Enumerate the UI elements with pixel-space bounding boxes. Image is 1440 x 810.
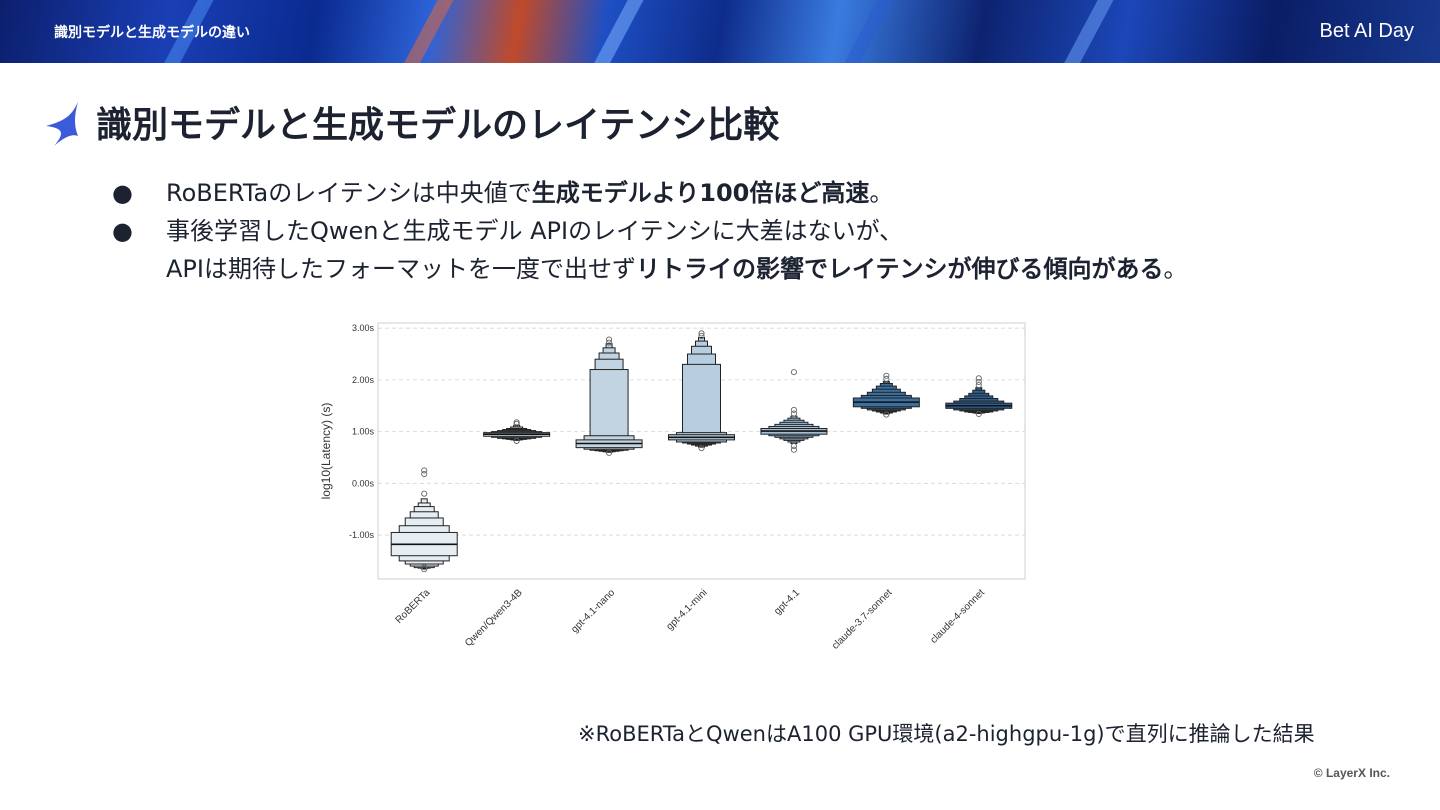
outlier-point (421, 490, 428, 497)
banner-streak (394, 0, 460, 63)
sparkle-star-icon (46, 102, 78, 146)
boxen-box (682, 363, 721, 444)
bullet-dot: ● (112, 179, 133, 207)
outlier-point (883, 372, 890, 379)
bullet-text: 。 (1163, 255, 1188, 283)
footnote: ※RoBERTaとQwenはA100 GPU環境(a2-highgpu-1g)で… (578, 722, 1315, 746)
x-tick-label: gpt-4.1-nano (569, 587, 617, 635)
outlier-point (421, 566, 428, 573)
bullet-text: APIは期待したフォーマットを一度で出せず (166, 255, 636, 283)
bullet-emphasis: リトライの影響でレイテンシが伸びる傾向がある (635, 255, 1164, 283)
x-tick-label: claude-3.7-sonnet (830, 587, 895, 652)
latency-boxen-chart: 3.00s 2.00s 1.00s 0.00s -1.00s log10(Latency)… (319, 322, 1026, 652)
bullet-item: ● RoBERTaのレイテンシは中央値で生成モデルより100倍ほど高速。 (112, 174, 1412, 212)
outlier-point (790, 410, 797, 417)
outlier-point (790, 443, 797, 450)
bullet-text: 。 (869, 179, 894, 207)
copyright: © LayerX Inc. (1313, 766, 1390, 780)
bullet-text: RoBERTaのレイテンシは中央値で (166, 179, 532, 207)
x-tick-label: Qwen/Qwen3-4B (463, 587, 525, 649)
outlier-point (421, 470, 428, 478)
outlier-point (606, 336, 613, 343)
banner-streak (834, 0, 900, 63)
outlier-point (975, 410, 982, 418)
outlier-point (975, 378, 982, 386)
x-tick-label: claude-4-sonnet (928, 587, 987, 646)
outlier-point (975, 382, 982, 389)
outlier-point (883, 375, 890, 382)
outlier-point (883, 411, 890, 418)
x-tick-label: gpt-4.1-mini (664, 587, 709, 632)
section-title: 識別モデルと生成モデルの違い (54, 25, 250, 41)
bullet-dot: ● (112, 217, 133, 245)
outlier-point (790, 446, 797, 453)
outlier-point (698, 330, 705, 337)
y-tick-label: 2.00s (352, 375, 375, 385)
outlier-point (606, 339, 613, 346)
outlier-point (421, 467, 428, 474)
y-tick-label: -1.00s (349, 530, 375, 540)
y-tick-label: 3.00s (352, 323, 375, 333)
outlier-point (975, 375, 982, 382)
bullet-line: APIは期待したフォーマットを一度で出せずリトライの影響でレイテンシが伸びる傾向… (166, 250, 1412, 288)
bullet-line: 事後学習したQwenと生成モデル APIのレイテンシに大差はないが、 (166, 212, 1412, 250)
outlier-point (606, 449, 613, 456)
outlier-point (421, 564, 428, 571)
y-axis-label: log10(Latency) (s) (319, 403, 333, 500)
banner-streak (584, 0, 650, 63)
outlier-point (513, 419, 520, 426)
y-tick-label: 0.00s (352, 478, 375, 488)
bullet-item: ● 事後学習したQwenと生成モデル APIのレイテンシに大差はないが、 APIは期… (112, 212, 1412, 288)
bullet-line: RoBERTaのレイテンシは中央値で生成モデルより100倍ほど高速。 (166, 174, 1412, 212)
bullet-list: ● RoBERTaのレイテンシは中央値で生成モデルより100倍ほど高速。 ● 事後学習… (112, 174, 1412, 288)
x-tick-label: RoBERTa (394, 587, 433, 626)
bullet-text: 事後学習したQwenと生成モデル APIのレイテンシに大差はないが、 (166, 217, 904, 245)
outlier-point (790, 406, 797, 413)
bullet-emphasis: 生成モデルより100倍ほど高速 (531, 179, 870, 207)
x-tick-label: gpt-4.1 (772, 587, 802, 617)
outlier-point (513, 437, 520, 444)
outlier-point (698, 332, 705, 339)
outlier-point (790, 369, 797, 376)
brand-logo: Bet AI Day (1319, 20, 1415, 42)
page-title: 識別モデルと生成モデルのレイテンシ比較 (96, 105, 780, 146)
y-tick-label: 1.00s (352, 427, 375, 437)
outlier-point (698, 445, 705, 452)
header-banner: 識別モデルと生成モデルの違い Bet AI Day (0, 0, 1440, 63)
banner-streak (1054, 0, 1120, 63)
